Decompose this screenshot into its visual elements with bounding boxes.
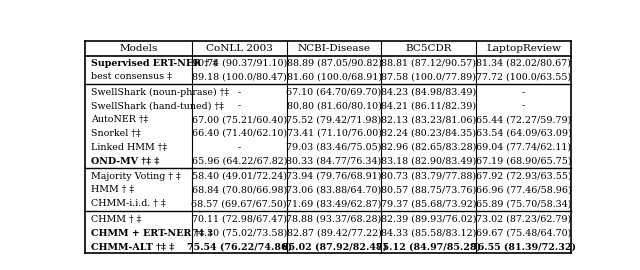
Text: 77.72 (100.0/63.55): 77.72 (100.0/63.55) (476, 72, 572, 81)
Text: 79.37 (85.68/73.92): 79.37 (85.68/73.92) (381, 199, 477, 208)
Text: 73.94 (79.76/68.91): 73.94 (79.76/68.91) (286, 172, 382, 181)
Text: 88.81 (87.12/90.57): 88.81 (87.12/90.57) (381, 59, 476, 68)
Text: LaptopReview: LaptopReview (486, 44, 561, 53)
Text: 65.89 (75.70/58.34): 65.89 (75.70/58.34) (476, 199, 572, 208)
Text: Snorkel †‡: Snorkel †‡ (91, 129, 141, 138)
Text: best consensus ‡: best consensus ‡ (91, 72, 172, 81)
Text: NCBI-Disease: NCBI-Disease (298, 44, 371, 53)
Text: 69.04 (77.74/62.11): 69.04 (77.74/62.11) (476, 143, 572, 152)
Text: 81.34 (82.02/80.67): 81.34 (82.02/80.67) (476, 59, 571, 68)
Text: 90.74 (90.37/91.10): 90.74 (90.37/91.10) (191, 59, 287, 68)
Text: 68.57 (69.67/67.50): 68.57 (69.67/67.50) (191, 199, 287, 208)
Text: -: - (237, 102, 241, 110)
Text: 73.06 (83.88/64.70): 73.06 (83.88/64.70) (287, 185, 381, 194)
Text: -: - (237, 88, 241, 97)
Text: 80.57 (88.75/73.76): 80.57 (88.75/73.76) (381, 185, 477, 194)
Text: 78.88 (93.37/68.28): 78.88 (93.37/68.28) (287, 215, 381, 224)
Text: 74.30 (75.02/73.58): 74.30 (75.02/73.58) (191, 228, 287, 237)
Text: BC5CDR: BC5CDR (406, 44, 452, 53)
Text: 67.92 (72.93/63.55): 67.92 (72.93/63.55) (476, 172, 572, 181)
Text: 67.19 (68.90/65.75): 67.19 (68.90/65.75) (476, 156, 572, 166)
Text: 65.44 (72.27/59.79): 65.44 (72.27/59.79) (476, 115, 572, 124)
Text: CHMM-ALT †‡ ‡: CHMM-ALT †‡ ‡ (91, 242, 174, 251)
Text: 79.03 (83.46/75.05): 79.03 (83.46/75.05) (286, 143, 382, 152)
Text: 83.18 (82.90/83.49): 83.18 (82.90/83.49) (381, 156, 477, 166)
Text: SwellShark (hand-tuned) †‡: SwellShark (hand-tuned) †‡ (91, 102, 224, 110)
Text: CoNLL 2003: CoNLL 2003 (206, 44, 273, 53)
Text: Supervised ERT-NER † ‡: Supervised ERT-NER † ‡ (91, 59, 218, 68)
Text: CHMM † ‡: CHMM † ‡ (91, 215, 141, 224)
Text: CHMM-i.i.d. † ‡: CHMM-i.i.d. † ‡ (91, 199, 166, 208)
Text: -: - (522, 102, 525, 110)
Text: 67.10 (64.70/69.70): 67.10 (64.70/69.70) (287, 88, 381, 97)
Text: 82.13 (83.23/81.06): 82.13 (83.23/81.06) (381, 115, 477, 124)
Text: 88.89 (87.05/90.82): 88.89 (87.05/90.82) (287, 59, 381, 68)
Text: 70.11 (72.98/67.47): 70.11 (72.98/67.47) (192, 215, 287, 224)
Text: 89.18 (100.0/80.47): 89.18 (100.0/80.47) (192, 72, 287, 81)
Text: 81.60 (100.0/68.91): 81.60 (100.0/68.91) (287, 72, 381, 81)
Text: 80.73 (83.79/77.88): 80.73 (83.79/77.88) (381, 172, 476, 181)
Text: Models: Models (119, 44, 157, 53)
Text: 87.58 (100.0/77.89): 87.58 (100.0/77.89) (381, 72, 476, 81)
Text: Linked HMM †‡: Linked HMM †‡ (91, 143, 167, 152)
Text: 73.41 (71.10/76.00): 73.41 (71.10/76.00) (287, 129, 381, 138)
Text: 82.24 (80.23/84.35): 82.24 (80.23/84.35) (381, 129, 476, 138)
Text: 84.33 (85.58/83.12): 84.33 (85.58/83.12) (381, 228, 477, 237)
Text: 71.69 (83.49/62.87): 71.69 (83.49/62.87) (286, 199, 382, 208)
Text: -: - (522, 88, 525, 97)
Text: 82.87 (89.42/77.22): 82.87 (89.42/77.22) (287, 228, 381, 237)
Text: Majority Voting † ‡: Majority Voting † ‡ (91, 172, 180, 181)
Text: 84.23 (84.98/83.49): 84.23 (84.98/83.49) (381, 88, 477, 97)
Text: 75.54 (76.22/74.86): 75.54 (76.22/74.86) (187, 242, 292, 251)
Text: 73.02 (87.23/62.79): 73.02 (87.23/62.79) (476, 215, 572, 224)
Text: 68.84 (70.80/66.98): 68.84 (70.80/66.98) (191, 185, 287, 194)
Text: 67.00 (75.21/60.40): 67.00 (75.21/60.40) (192, 115, 287, 124)
Text: 82.39 (89.93/76.02): 82.39 (89.93/76.02) (381, 215, 477, 224)
Text: OND-MV †‡ ‡: OND-MV †‡ ‡ (91, 156, 159, 166)
Text: HMM † ‡: HMM † ‡ (91, 185, 134, 194)
Text: CHMM + ERT-NER †‡ ‡: CHMM + ERT-NER †‡ ‡ (91, 228, 212, 237)
Text: 80.80 (81.60/80.10): 80.80 (81.60/80.10) (287, 102, 381, 110)
Text: SwellShark (noun-phrase) †‡: SwellShark (noun-phrase) †‡ (91, 88, 229, 97)
Text: 66.40 (71.40/62.10): 66.40 (71.40/62.10) (192, 129, 287, 138)
Text: 69.67 (75.48/64.70): 69.67 (75.48/64.70) (476, 228, 572, 237)
Text: 66.96 (77.46/58.96): 66.96 (77.46/58.96) (476, 185, 572, 194)
Text: 80.33 (84.77/76.34): 80.33 (84.77/76.34) (287, 156, 381, 166)
Text: AutoNER †‡: AutoNER †‡ (91, 115, 148, 124)
Text: 82.96 (82.65/83.28): 82.96 (82.65/83.28) (381, 143, 477, 152)
Text: -: - (237, 143, 241, 152)
Text: 63.54 (64.09/63.09): 63.54 (64.09/63.09) (476, 129, 572, 138)
Text: 58.40 (49.01/72.24): 58.40 (49.01/72.24) (192, 172, 287, 181)
Text: 75.52 (79.42/71.98): 75.52 (79.42/71.98) (287, 115, 381, 124)
Text: 76.55 (81.39/72.32): 76.55 (81.39/72.32) (471, 242, 576, 251)
Text: 85.02 (87.92/82.47): 85.02 (87.92/82.47) (282, 242, 387, 251)
Text: 65.96 (64.22/67.82): 65.96 (64.22/67.82) (191, 156, 287, 166)
Text: 84.21 (86.11/82.39): 84.21 (86.11/82.39) (381, 102, 476, 110)
Text: 85.12 (84.97/85.28): 85.12 (84.97/85.28) (376, 242, 481, 251)
